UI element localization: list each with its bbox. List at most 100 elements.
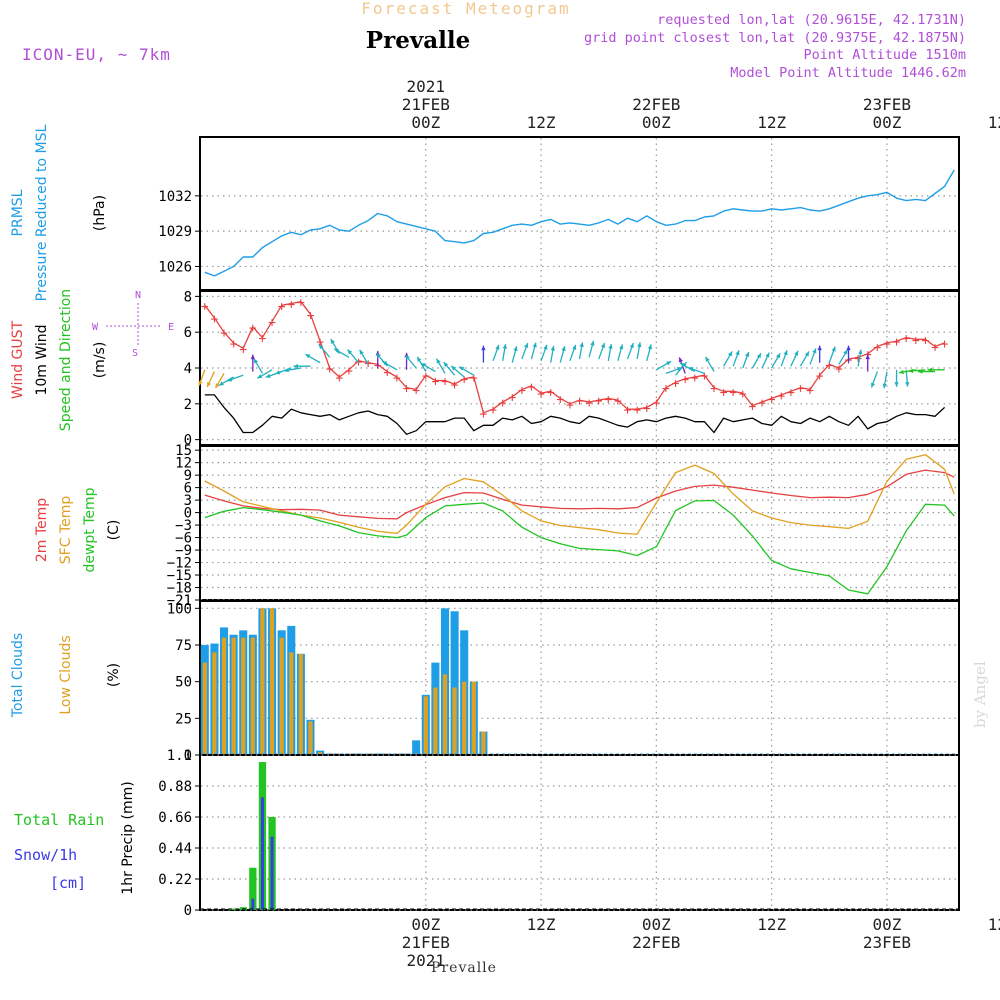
wind-arrow-head [882, 383, 887, 389]
wind-arrow-head [524, 343, 529, 349]
wind-arrow-head [207, 381, 212, 387]
wind-arrow-head [727, 351, 733, 357]
gust-marker: + [441, 375, 449, 390]
gust-marker: + [210, 312, 218, 327]
wind-arrow-head [600, 343, 606, 349]
wind-arrow-head [579, 342, 584, 348]
bottom-time-label: 23FEB [863, 933, 911, 952]
wind-arrow-head [420, 363, 426, 368]
precip-legend-snow: Snow/1h [14, 846, 77, 864]
gust-marker: + [921, 333, 929, 348]
gust-marker: + [806, 383, 814, 398]
gust-marker: + [335, 371, 343, 386]
gust-marker: + [422, 369, 430, 384]
model-altitude: Model Point Altitude 1446.62m [730, 65, 966, 81]
wind-arrow-head [532, 342, 537, 348]
wind-arrow-head [804, 351, 809, 357]
wind-arrow-head [543, 344, 548, 350]
precip-tick-label: 0.66 [158, 810, 192, 826]
wind-arrow-head [647, 344, 653, 350]
precip-legend-cm: [cm] [50, 874, 86, 892]
clouds-panel: 0 25 50 75 100 Total Clouds Low Clouds (%) [10, 600, 960, 764]
gust-marker: + [259, 332, 267, 347]
gust-marker: + [941, 337, 949, 352]
gust-marker: + [278, 299, 286, 314]
snow-bar [270, 836, 274, 910]
gust-marker: + [624, 403, 632, 418]
low-cloud-bar [471, 681, 476, 755]
low-cloud-bar [289, 652, 294, 755]
wind-arrow-head [502, 344, 507, 349]
wind-axis-label: Speed and Direction [58, 289, 74, 431]
gust-marker: + [268, 315, 276, 330]
pressure-panel: 1026 1029 1032 PRMSL Pressure Reduced to MSL… [10, 124, 960, 301]
pressure-tick-label: 1032 [158, 189, 192, 205]
wind-arrow-head [756, 353, 761, 359]
point-altitude: Point Altitude 1510m [803, 47, 966, 63]
wind-arrow-head [198, 380, 203, 386]
gust-marker: + [749, 400, 757, 415]
temperature-axis-label: (C) [106, 520, 122, 541]
wind-arrow-head [765, 352, 770, 358]
dewpoint-line [204, 499, 955, 595]
temperature-tick-label: −6 [175, 531, 192, 547]
low-cloud-bar [452, 687, 457, 755]
wind-arrow-head [227, 377, 233, 382]
wind-arrow-head [382, 361, 388, 366]
low-cloud-bar [260, 608, 265, 755]
clouds-axis-label: (%) [106, 663, 122, 687]
clouds-tick-label: 0 [184, 748, 192, 764]
temperature-axis-label: 2m Temp [34, 498, 50, 562]
top-time-label: 00Z [411, 113, 440, 132]
wind-arrow-head [745, 352, 750, 357]
wind-tick-label: 6 [184, 325, 192, 341]
temperature-axis-label: dewpt Temp [82, 487, 98, 572]
gust-marker: + [787, 385, 795, 400]
gridpoint-coords: grid point closest lon,lat (20.9375E, 42… [584, 30, 966, 46]
temperature-tick-label: 9 [184, 468, 192, 484]
low-cloud-bar [481, 731, 486, 755]
low-cloud-bar [250, 637, 255, 755]
clouds-axis-label: Total Clouds [10, 633, 26, 718]
precip-tick-label: 1.1 [167, 748, 192, 764]
temperature-tick-label: −21 [167, 593, 192, 609]
banner-title: Forecast Meteogram [361, 0, 570, 18]
temperature-tick-label: −3 [175, 518, 192, 534]
gust-marker: + [230, 337, 238, 352]
wind-arrow-head [776, 353, 781, 359]
low-cloud-bar [269, 608, 275, 755]
precip-legend-rain: Total Rain [14, 811, 104, 829]
gust-marker: + [480, 407, 488, 422]
precip-tick-label: 0.44 [158, 841, 192, 857]
top-time-label: 2021 [407, 77, 446, 96]
wind-arrow-head [794, 350, 799, 356]
gust-marker: + [547, 385, 555, 400]
gust-marker: + [518, 383, 526, 398]
wind-arrow-head [688, 367, 694, 372]
temperature-tick-label: −15 [167, 568, 192, 584]
wind-arrow-head [481, 345, 486, 351]
wind-arrow-head [359, 349, 364, 355]
wind-arrow-head [608, 344, 613, 349]
wind-arrow-head [629, 343, 634, 349]
gust-marker: + [902, 332, 910, 347]
wind-arrow-head [905, 382, 910, 387]
gust-marker: + [662, 382, 670, 397]
compass-s: S [132, 348, 138, 359]
gust-line [204, 301, 945, 414]
gust-marker: + [528, 380, 536, 395]
gust-marker: + [451, 378, 459, 393]
wind-arrow-head [293, 364, 298, 369]
clouds-tick-label: 25 [175, 711, 192, 727]
low-cloud-bar [317, 752, 323, 755]
low-cloud-bar [298, 653, 303, 755]
wind-arrow-head [265, 373, 271, 378]
temperature-tick-label: −12 [167, 556, 192, 572]
total-cloud-bar [450, 611, 459, 755]
temperature-tick-label: −9 [175, 543, 192, 559]
gust-marker: + [499, 396, 507, 411]
gust-marker: + [566, 398, 574, 413]
precip-tick-label: 0.22 [158, 872, 192, 888]
wind-arrow-head [436, 358, 441, 364]
